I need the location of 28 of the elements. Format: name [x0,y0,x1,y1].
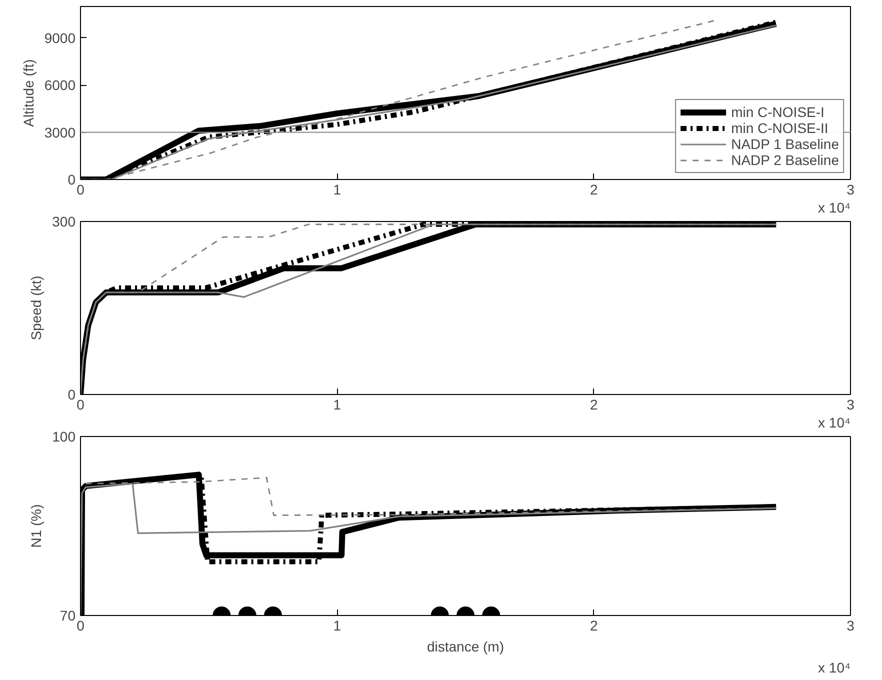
y-axis-title: Speed (kt) [28,276,44,340]
y-tick-label: 9000 [44,30,76,46]
y-tick-label: 70 [60,608,76,624]
legend-label: min C-NOISE-I [731,104,824,120]
y-axis-title: Altitude (ft) [20,59,36,127]
legend-label: min C-NOISE-II [731,120,828,136]
text: x 10⁴ [818,414,851,430]
legend-label: NADP 2 Baseline [731,152,839,168]
y-tick-label: 3000 [44,124,76,140]
y-tick-label: 0 [68,172,76,188]
y-tick-label: 6000 [44,77,76,94]
x-tick-label: 2 [590,396,598,412]
y-tick-label: 100 [52,428,76,444]
text: x 10⁴ [818,660,851,676]
x-tick-label: 1 [333,182,342,198]
text: x 10⁴ [818,200,851,216]
x-axis-title: distance (m) [426,638,504,654]
y-axis-title: N1 (%) [28,504,44,548]
y-tick-label: 300 [52,214,76,230]
y-tick-label: 0 [68,386,76,402]
legend-label: NADP 1 Baseline [731,136,839,152]
x-tick-label: 3 [846,618,855,634]
x-tick-label: 3 [846,396,855,412]
x-tick-label: 2 [590,618,598,634]
x-tick-label: 1 [333,396,342,412]
x-tick-label: 3 [846,182,855,198]
x-tick-label: 1 [333,618,342,634]
x-tick-label: 2 [590,182,598,198]
